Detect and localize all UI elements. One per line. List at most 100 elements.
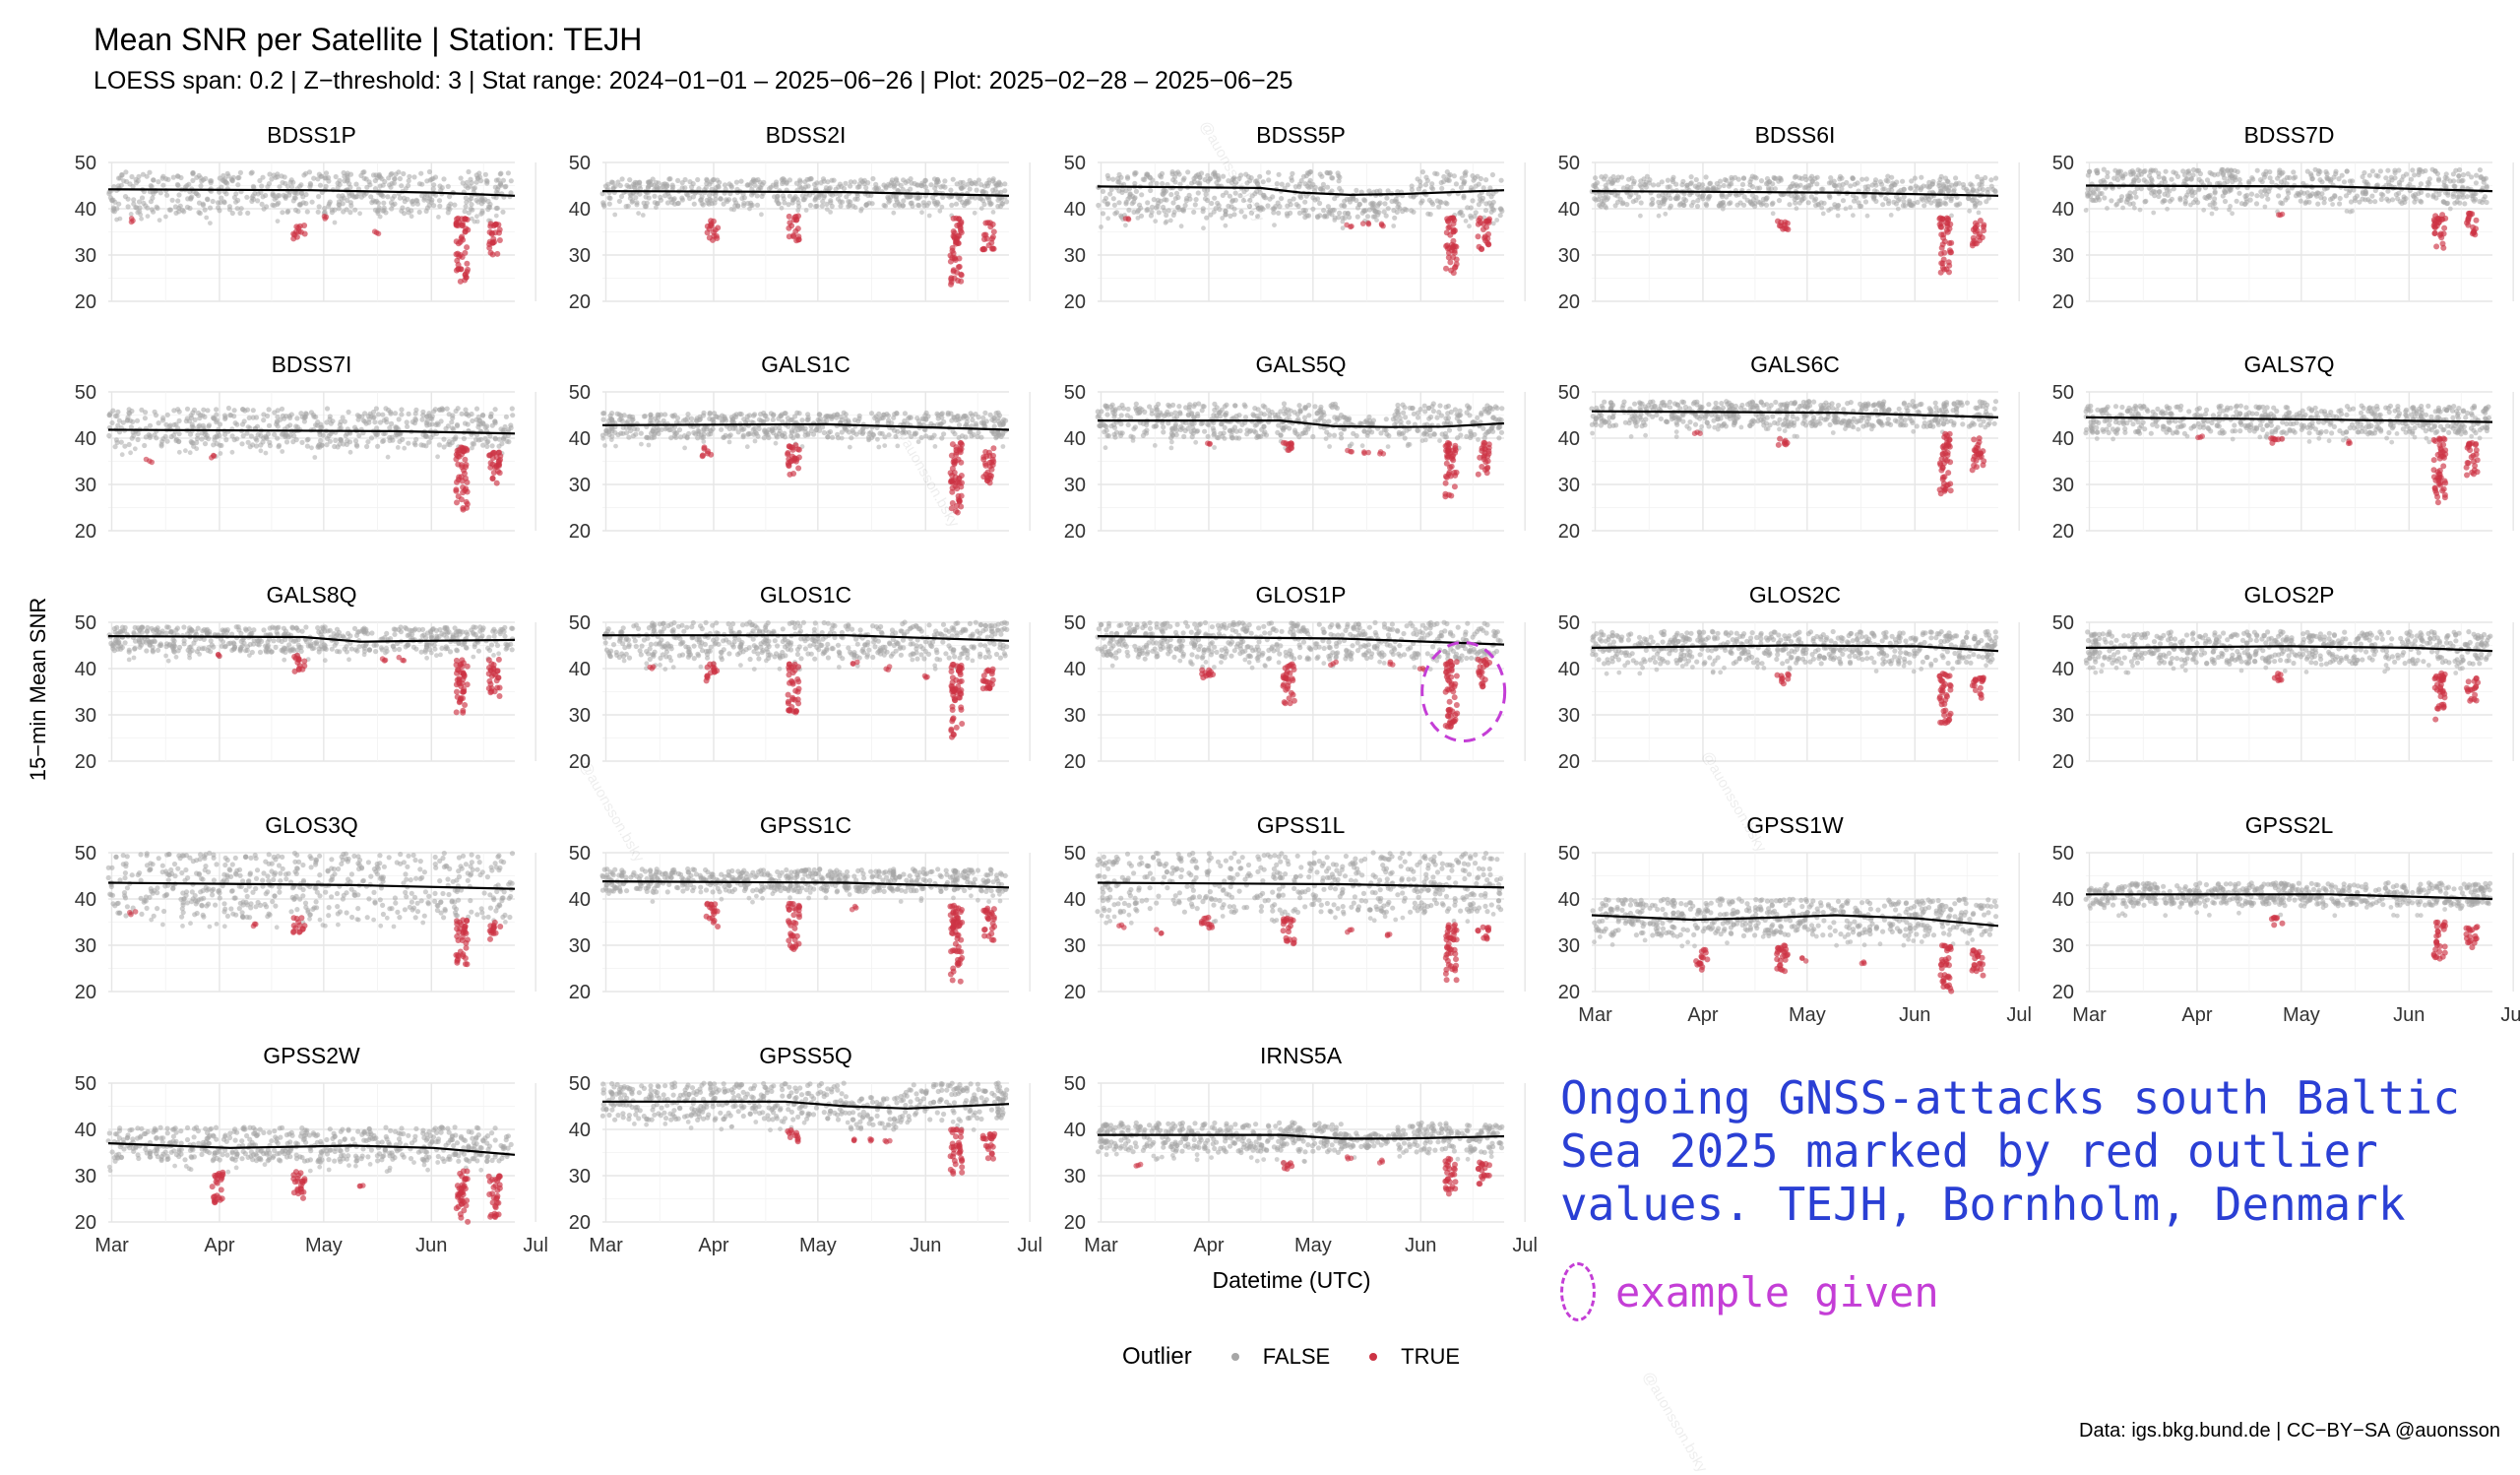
point-false — [1099, 224, 1103, 229]
point-false — [190, 424, 195, 429]
point-false — [393, 411, 398, 416]
point-false — [410, 214, 414, 219]
point-false — [870, 176, 875, 181]
point-false — [115, 410, 120, 415]
y-tick-label: 40 — [75, 199, 96, 221]
point-false — [503, 184, 508, 189]
point-false — [171, 175, 176, 180]
point-false — [619, 194, 624, 199]
point-false — [2318, 195, 2323, 200]
point-false — [1666, 178, 1670, 183]
point-false — [2143, 199, 2148, 204]
point-false — [418, 171, 423, 176]
point-false — [1616, 174, 1621, 179]
point-false — [1429, 181, 1434, 186]
point-false — [328, 200, 333, 205]
point-true — [1947, 225, 1953, 231]
point-false — [170, 198, 175, 203]
point-false — [1636, 195, 1641, 200]
point-false — [319, 174, 324, 179]
point-false — [741, 201, 746, 206]
point-false — [418, 442, 423, 447]
point-false — [506, 427, 511, 432]
point-false — [2249, 192, 2254, 197]
point-false — [1688, 181, 1693, 186]
panel-title: BDSS5P — [1256, 122, 1346, 148]
point-true — [1125, 216, 1131, 222]
point-false — [1993, 189, 1998, 194]
point-false — [1375, 210, 1380, 215]
point-false — [158, 218, 162, 223]
point-false — [2330, 202, 2335, 207]
point-true — [1939, 245, 1945, 251]
point-false — [2457, 201, 2462, 206]
point-true — [1948, 249, 1954, 255]
point-false — [1382, 201, 1387, 206]
point-false — [373, 178, 378, 183]
point-false — [1430, 186, 1435, 191]
point-false — [341, 416, 346, 420]
point-false — [2427, 176, 2432, 181]
point-false — [244, 195, 249, 200]
point-false — [2383, 175, 2388, 180]
point-false — [2254, 201, 2259, 206]
point-false — [1859, 177, 1864, 182]
point-false — [2303, 199, 2308, 204]
point-false — [450, 425, 455, 430]
point-false — [1289, 202, 1293, 207]
point-false — [464, 204, 469, 209]
point-false — [1204, 216, 1209, 221]
point-false — [1964, 187, 1969, 192]
point-false — [1185, 169, 1190, 174]
point-false — [485, 207, 490, 212]
point-false — [978, 196, 983, 201]
point-false — [634, 200, 639, 205]
point-true — [1379, 223, 1385, 228]
point-false — [1464, 219, 1469, 224]
point-false — [2426, 193, 2430, 198]
point-false — [747, 207, 752, 212]
point-false — [175, 198, 180, 203]
point-false — [1138, 206, 1143, 211]
point-false — [1841, 198, 1846, 203]
point-true — [493, 222, 499, 227]
point-false — [2212, 196, 2217, 201]
point-false — [324, 170, 329, 175]
point-false — [1701, 196, 1706, 201]
point-false — [2322, 200, 2327, 205]
point-false — [2310, 191, 2315, 196]
panel-title: BDSS2I — [766, 122, 847, 148]
point-false — [2186, 168, 2191, 173]
point-false — [364, 176, 369, 181]
point-false — [2235, 199, 2239, 204]
point-true — [290, 235, 296, 241]
point-false — [368, 194, 373, 199]
point-false — [1820, 187, 1825, 192]
point-false — [2407, 182, 2412, 187]
point-false — [1723, 177, 1728, 182]
point-false — [150, 196, 155, 201]
point-false — [272, 172, 277, 177]
point-true — [455, 223, 461, 228]
point-false — [692, 202, 697, 207]
point-false — [926, 201, 931, 206]
point-false — [830, 204, 835, 209]
point-false — [2483, 194, 2488, 199]
point-false — [2361, 174, 2365, 179]
point-false — [2095, 170, 2100, 175]
y-tick-label: 30 — [75, 475, 96, 496]
point-false — [2292, 175, 2297, 180]
point-false — [843, 181, 848, 186]
point-false — [2236, 191, 2241, 196]
panel-bdss7d: BDSS7D20304050 — [2052, 122, 2513, 313]
point-false — [1141, 177, 1146, 182]
point-true — [1447, 224, 1453, 230]
point-false — [112, 209, 117, 214]
point-false — [316, 210, 321, 215]
point-false — [2130, 168, 2135, 173]
point-false — [382, 208, 387, 213]
point-false — [251, 408, 256, 413]
point-false — [2132, 206, 2137, 211]
point-false — [2291, 169, 2296, 174]
panel-bdss6i: BDSS6I20304050 — [1558, 122, 2019, 313]
